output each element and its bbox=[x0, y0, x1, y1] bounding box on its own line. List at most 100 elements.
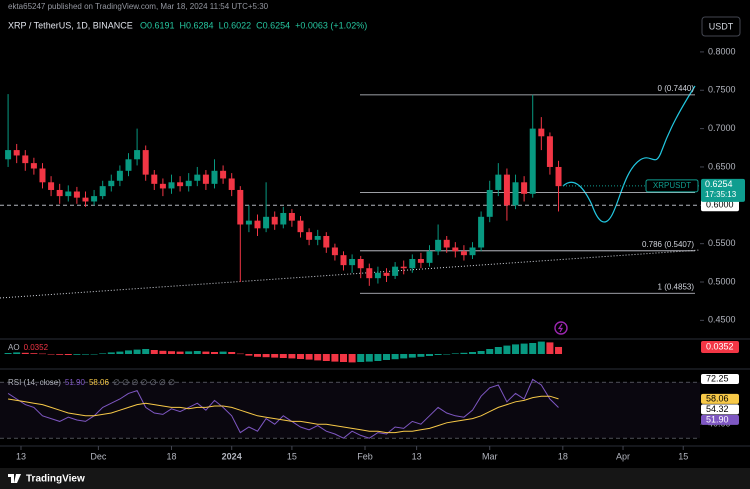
rsi-value-label: 72.25 bbox=[706, 373, 729, 383]
y-tick-label: 0.4500 bbox=[708, 315, 736, 325]
y-tick-label: 0.6500 bbox=[708, 161, 736, 171]
candle-body bbox=[323, 235, 330, 248]
ao-bar bbox=[116, 351, 124, 354]
rsi-value-box bbox=[701, 374, 739, 385]
candle-body bbox=[469, 247, 476, 256]
ao-bar bbox=[529, 343, 537, 354]
rsi-value-label: 54.32 bbox=[706, 404, 729, 414]
ao-bar bbox=[503, 345, 511, 354]
ohlc-value: O0.6191 bbox=[140, 20, 175, 30]
ao-bar bbox=[210, 352, 218, 354]
ao-bar bbox=[443, 354, 451, 355]
ao-bar bbox=[150, 350, 158, 354]
ao-bar bbox=[176, 351, 184, 354]
ohlc-value: H0.6284 bbox=[180, 20, 214, 30]
candle-body bbox=[538, 128, 545, 137]
candle-body bbox=[340, 255, 347, 266]
candle-body bbox=[73, 191, 80, 198]
candle-body bbox=[125, 159, 132, 171]
price-line-box bbox=[701, 199, 739, 212]
candle-body bbox=[374, 272, 381, 279]
candle-body bbox=[478, 216, 485, 248]
ao-bar bbox=[383, 354, 391, 360]
candle-body bbox=[159, 183, 166, 189]
candle-body bbox=[39, 168, 46, 183]
price-line-label: 0.6000 bbox=[706, 200, 734, 210]
y-tick-label: 0.7000 bbox=[708, 123, 736, 133]
candle-body bbox=[220, 170, 227, 179]
ao-value-label: 0.0352 bbox=[706, 341, 734, 351]
rsi-value-label: 58.06 bbox=[706, 393, 729, 403]
candle-body bbox=[280, 212, 287, 225]
currency[interactable]: USDT bbox=[709, 21, 734, 31]
ao-bar bbox=[434, 354, 442, 355]
candle-body bbox=[263, 216, 270, 229]
candle-body bbox=[521, 182, 528, 194]
candle-body bbox=[82, 197, 89, 202]
countdown-label: 17:35:13 bbox=[705, 190, 737, 199]
candle-body bbox=[13, 150, 20, 156]
candle-body bbox=[460, 251, 467, 256]
ao-bar bbox=[81, 354, 89, 355]
candle-body bbox=[185, 180, 192, 187]
y-tick-label: 0.7500 bbox=[708, 85, 736, 95]
event-icon[interactable] bbox=[554, 321, 568, 335]
rsi-value-label: 51.90 bbox=[706, 414, 729, 424]
ao-bar bbox=[391, 354, 399, 360]
rsi-title: RSI (14, close) bbox=[8, 378, 61, 387]
ao-bar bbox=[124, 350, 132, 354]
candle-body bbox=[271, 216, 278, 225]
x-tick-label: 2024 bbox=[222, 451, 242, 461]
rsi-line bbox=[7, 378, 559, 439]
ao-bar bbox=[331, 354, 339, 362]
ao-bar bbox=[21, 352, 29, 354]
rsi-value-box bbox=[701, 404, 739, 415]
candle-body bbox=[254, 220, 261, 229]
ao-bar bbox=[167, 351, 175, 354]
candle-body bbox=[306, 232, 313, 240]
candle-body bbox=[435, 239, 442, 252]
projection-path bbox=[562, 85, 696, 223]
ao-bar bbox=[374, 354, 382, 361]
level-label: 0.786 (0.5407) bbox=[642, 240, 694, 249]
ao-bar bbox=[219, 351, 227, 354]
x-tick-label: Apr bbox=[616, 451, 630, 461]
candle-body bbox=[529, 128, 536, 194]
level-label: 1 (0.4853) bbox=[658, 282, 695, 291]
ao-bar bbox=[451, 353, 459, 354]
ao-bar bbox=[56, 354, 64, 355]
candle-body bbox=[142, 150, 149, 175]
ao-bar bbox=[348, 354, 356, 363]
candle-body bbox=[486, 189, 493, 217]
candle-body bbox=[426, 251, 433, 263]
ao-bar bbox=[193, 351, 201, 354]
candle-body bbox=[392, 266, 399, 276]
currency-button[interactable] bbox=[701, 16, 741, 37]
ao-bar bbox=[13, 352, 21, 354]
candle-body bbox=[202, 174, 209, 184]
candle-body bbox=[512, 182, 519, 206]
ao-bar bbox=[38, 353, 46, 355]
candle-body bbox=[245, 220, 252, 225]
candle-body bbox=[357, 259, 364, 269]
ao-bar bbox=[279, 354, 287, 358]
ao-bar bbox=[228, 352, 236, 354]
ao-value: 0.0352 bbox=[24, 343, 49, 352]
ao-bar bbox=[271, 354, 279, 358]
rsi-value-box bbox=[701, 393, 739, 404]
ao-bar bbox=[142, 349, 150, 354]
candle-body bbox=[5, 150, 12, 160]
symbol-box bbox=[645, 179, 699, 193]
x-tick-label: 18 bbox=[166, 451, 176, 461]
rsi-line bbox=[8, 395, 559, 434]
brand: TradingView bbox=[26, 474, 85, 485]
ao-bar bbox=[185, 351, 193, 354]
ao-bar bbox=[288, 354, 296, 359]
candle-body bbox=[22, 155, 29, 164]
ao-bar bbox=[357, 354, 365, 362]
ao-title: AO bbox=[8, 343, 20, 352]
ao-bar bbox=[469, 352, 477, 354]
ao-bar bbox=[417, 354, 425, 357]
ao-bar bbox=[254, 354, 262, 357]
